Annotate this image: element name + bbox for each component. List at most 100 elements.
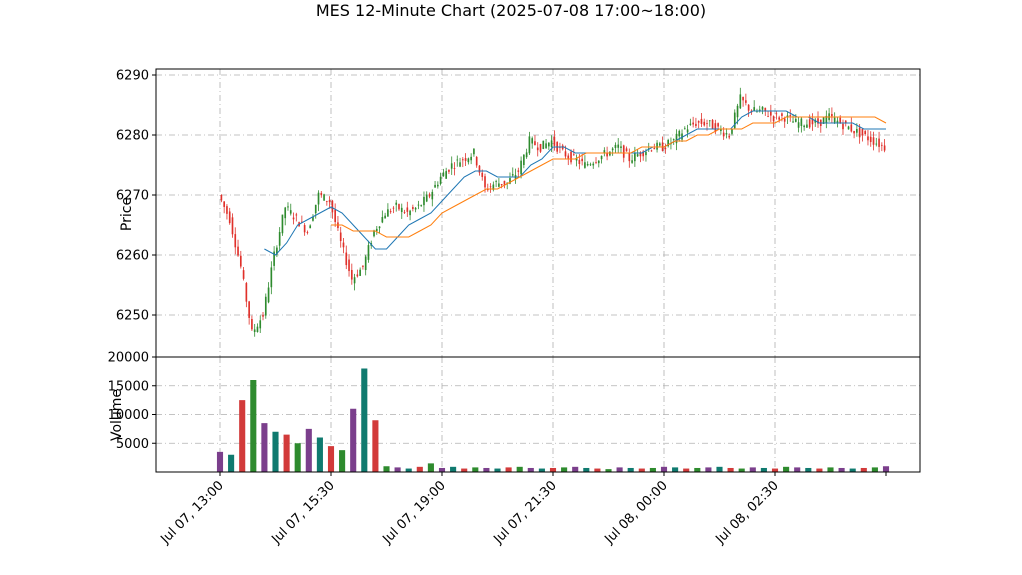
candle-body <box>600 155 603 160</box>
candle-body <box>520 160 522 175</box>
candle-body <box>575 158 578 161</box>
candle-body <box>539 144 542 152</box>
candle-body <box>634 152 636 162</box>
candle-body <box>728 136 731 138</box>
candle-body <box>811 118 814 125</box>
candle-body <box>689 123 692 125</box>
candle-body <box>733 112 736 129</box>
candle-body <box>595 162 597 163</box>
price-tick-label: 6280 <box>116 129 149 144</box>
volume-bar <box>427 463 434 472</box>
candle-body <box>617 144 620 148</box>
candle-body <box>350 269 353 280</box>
candle-body <box>492 184 495 190</box>
candle-body <box>792 121 794 123</box>
candle-body <box>292 217 295 220</box>
candle-body <box>248 301 250 318</box>
volume-bar <box>316 437 323 472</box>
candle-body <box>239 255 242 267</box>
candle-body <box>459 162 461 167</box>
candle-body <box>498 183 500 187</box>
candle-body <box>495 181 497 182</box>
candle-body <box>481 172 484 177</box>
candle-body <box>711 119 714 130</box>
candle-body <box>572 154 575 156</box>
volume-bar <box>838 467 845 472</box>
candle-body <box>861 128 864 136</box>
candle-body <box>253 329 256 333</box>
volume-bar <box>749 467 756 472</box>
candle-body <box>489 186 492 188</box>
candle-body <box>808 119 811 128</box>
candle-body <box>664 147 667 150</box>
x-tick-label: Jul 07, 21:30 <box>490 478 559 547</box>
volume-bar <box>694 467 701 472</box>
candle-body <box>398 204 400 210</box>
candle-body <box>881 144 883 146</box>
candle-body <box>714 123 717 133</box>
price-axis-label: Price <box>119 197 135 231</box>
candle-body <box>653 147 656 150</box>
candle-body <box>326 201 328 202</box>
candle-body <box>584 162 586 168</box>
candle-body <box>262 315 264 317</box>
candle-body <box>717 123 719 127</box>
candle-body <box>437 184 439 187</box>
candle-body <box>775 113 778 115</box>
x-tick-label: Jul 08, 00:00 <box>601 478 670 547</box>
volume-bar <box>561 467 568 472</box>
candle-body <box>414 207 417 210</box>
volume-bar <box>272 431 279 472</box>
candle-body <box>364 256 367 271</box>
candle-body <box>631 160 633 163</box>
x-tick-label: Jul 07, 15:30 <box>268 478 337 547</box>
candle-body <box>470 156 472 161</box>
candle-body <box>525 152 528 158</box>
volume-bar <box>394 467 401 472</box>
price-panel-frame <box>155 68 921 358</box>
chart-title: MES 12-Minute Chart (2025-07-08 17:00~18… <box>316 1 706 20</box>
candle-body <box>578 159 581 164</box>
volume-bar <box>538 468 545 472</box>
candle-body <box>375 228 378 232</box>
candle-body <box>276 247 278 255</box>
candle-body <box>772 116 775 122</box>
candle-body <box>309 225 312 229</box>
candle-body <box>548 142 550 147</box>
candle-body <box>703 121 706 126</box>
candle-body <box>725 133 728 135</box>
candle-body <box>620 146 622 148</box>
candle-body <box>700 118 703 124</box>
candle-body <box>417 204 420 206</box>
candle-body <box>531 138 534 144</box>
candle-body <box>609 151 611 156</box>
x-tick-label: Jul 08, 02:30 <box>712 478 781 547</box>
volume-bar <box>350 408 357 472</box>
candle-body <box>486 189 489 191</box>
price-panel: 6250 6260 6270 6280 6290 <box>116 68 921 358</box>
candle-body <box>872 137 875 145</box>
candle-body <box>856 129 858 133</box>
candle-body <box>786 115 789 118</box>
candle-body <box>312 216 314 221</box>
candle-body <box>506 182 509 184</box>
x-tick-label: Jul 07, 19:00 <box>379 478 448 547</box>
candle-body <box>442 172 445 177</box>
volume-bar <box>760 467 767 472</box>
volume-bar <box>516 466 523 472</box>
candle-body <box>778 117 780 120</box>
volume-bar <box>627 467 634 472</box>
candle-body <box>331 200 334 213</box>
volume-bar <box>239 400 246 472</box>
candle-body <box>692 122 694 125</box>
candle-body <box>767 115 769 117</box>
volume-bar <box>527 467 534 472</box>
candle-body <box>681 133 683 140</box>
volume-bar <box>882 466 890 472</box>
candle-body <box>747 104 750 111</box>
candle-body <box>456 159 459 161</box>
candle-body <box>839 117 842 124</box>
candle-body <box>783 118 786 122</box>
candle-body <box>581 158 583 162</box>
candle-body <box>256 326 259 332</box>
